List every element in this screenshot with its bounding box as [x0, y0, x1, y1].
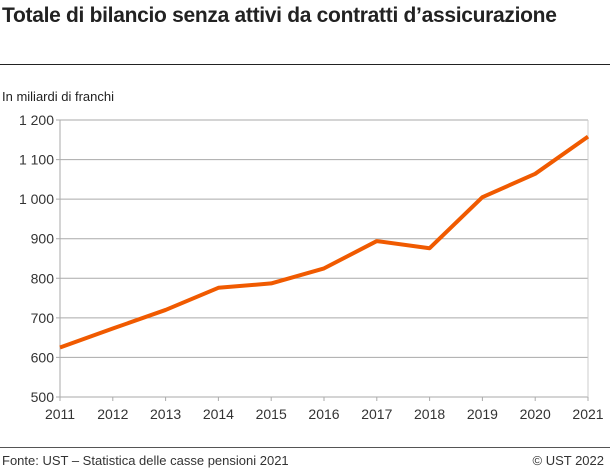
- y-tick-label: 1 200: [19, 112, 54, 128]
- y-axis-label: In miliardi di franchi: [2, 89, 114, 104]
- x-tick-label: 2015: [256, 406, 287, 422]
- series-line: [59, 134, 590, 350]
- x-tick-label: 2016: [308, 406, 339, 422]
- title-divider: [0, 64, 610, 65]
- x-tick-label: 2019: [467, 406, 498, 422]
- footer-divider: [0, 447, 610, 448]
- x-tick-label: 2018: [414, 406, 445, 422]
- x-tick-label: 2013: [150, 406, 181, 422]
- x-tick-label: 2017: [361, 406, 392, 422]
- y-tick-label: 500: [31, 389, 55, 405]
- y-tick-label: 800: [31, 270, 55, 286]
- y-tick-label: 900: [31, 231, 55, 247]
- x-tick-label: 2020: [520, 406, 551, 422]
- x-tick-label: 2012: [97, 406, 128, 422]
- y-tick-label: 600: [31, 349, 55, 365]
- x-tick-label: 2011: [45, 406, 75, 422]
- y-tick-label: 700: [31, 310, 55, 326]
- source-note: Fonte: UST – Statistica delle casse pens…: [2, 453, 289, 468]
- x-tick-label: 2014: [203, 406, 234, 422]
- copyright: © UST 2022: [532, 453, 605, 468]
- y-tick-label: 1 000: [19, 191, 54, 207]
- y-tick-label: 1 100: [19, 152, 54, 168]
- chart-title: Totale di bilancio senza attivi da contr…: [2, 4, 557, 27]
- x-tick-label: 2021: [572, 406, 603, 422]
